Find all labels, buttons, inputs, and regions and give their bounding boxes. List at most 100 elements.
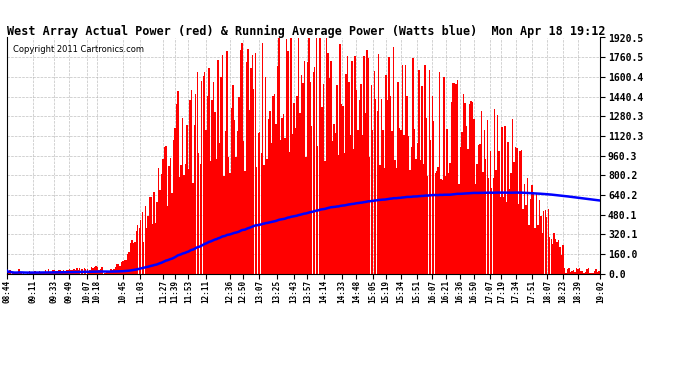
- Bar: [503, 197, 504, 274]
- Bar: [353, 149, 354, 274]
- Bar: [405, 65, 406, 274]
- Bar: [512, 119, 513, 274]
- Bar: [116, 264, 118, 274]
- Bar: [141, 212, 143, 274]
- Bar: [381, 99, 382, 274]
- Bar: [137, 225, 139, 274]
- Bar: [531, 185, 533, 274]
- Bar: [259, 132, 260, 274]
- Bar: [311, 126, 313, 274]
- Bar: [139, 228, 140, 274]
- Bar: [213, 82, 215, 274]
- Bar: [520, 151, 521, 274]
- Bar: [457, 80, 458, 274]
- Bar: [183, 175, 185, 274]
- Bar: [402, 65, 403, 274]
- Bar: [246, 62, 247, 274]
- Bar: [420, 160, 421, 274]
- Text: West Array Actual Power (red) & Running Average Power (Watts blue)  Mon Apr 18 1: West Array Actual Power (red) & Running …: [7, 24, 605, 38]
- Bar: [45, 270, 46, 274]
- Text: Copyright 2011 Cartronics.com: Copyright 2011 Cartronics.com: [13, 45, 144, 54]
- Bar: [190, 90, 192, 274]
- Bar: [118, 264, 119, 274]
- Bar: [167, 206, 168, 274]
- Bar: [560, 247, 561, 274]
- Bar: [363, 56, 364, 274]
- Bar: [504, 126, 506, 274]
- Bar: [171, 193, 172, 274]
- Bar: [185, 164, 186, 274]
- Bar: [431, 96, 433, 274]
- Bar: [64, 271, 66, 274]
- Bar: [150, 197, 152, 274]
- Bar: [315, 38, 317, 274]
- Bar: [243, 141, 244, 274]
- Bar: [197, 72, 198, 274]
- Bar: [104, 273, 106, 274]
- Bar: [224, 176, 225, 274]
- Bar: [296, 96, 297, 274]
- Bar: [535, 192, 537, 274]
- Bar: [176, 104, 177, 274]
- Bar: [513, 162, 515, 274]
- Bar: [417, 142, 418, 274]
- Bar: [252, 55, 253, 274]
- Bar: [250, 68, 252, 274]
- Bar: [6, 269, 8, 274]
- Bar: [403, 135, 405, 274]
- Bar: [558, 240, 560, 274]
- Bar: [422, 164, 424, 274]
- Bar: [181, 118, 183, 274]
- Bar: [458, 184, 460, 274]
- Bar: [393, 47, 394, 274]
- Bar: [556, 242, 558, 274]
- Bar: [354, 56, 355, 274]
- Bar: [201, 81, 202, 274]
- Bar: [229, 173, 230, 274]
- Bar: [286, 39, 287, 274]
- Bar: [289, 152, 290, 274]
- Bar: [61, 271, 63, 274]
- Bar: [149, 197, 150, 274]
- Bar: [506, 202, 507, 274]
- Bar: [153, 192, 155, 274]
- Bar: [146, 228, 148, 274]
- Bar: [49, 272, 51, 274]
- Bar: [266, 159, 268, 274]
- Bar: [350, 135, 351, 274]
- Bar: [299, 112, 301, 274]
- Bar: [548, 209, 549, 274]
- Bar: [51, 273, 52, 274]
- Bar: [310, 82, 311, 274]
- Bar: [584, 272, 586, 274]
- Bar: [274, 94, 275, 274]
- Bar: [131, 240, 132, 274]
- Bar: [37, 273, 39, 274]
- Bar: [451, 102, 452, 274]
- Bar: [336, 85, 338, 274]
- Bar: [348, 82, 350, 274]
- Bar: [583, 273, 584, 274]
- Bar: [600, 271, 601, 274]
- Bar: [516, 147, 518, 274]
- Bar: [481, 111, 482, 274]
- Bar: [333, 124, 335, 274]
- Bar: [132, 243, 134, 274]
- Bar: [387, 100, 388, 274]
- Bar: [30, 273, 32, 274]
- Bar: [164, 147, 165, 274]
- Bar: [210, 160, 211, 274]
- Bar: [332, 141, 333, 274]
- Bar: [67, 270, 68, 274]
- Bar: [485, 159, 486, 274]
- Bar: [177, 91, 179, 274]
- Bar: [339, 44, 341, 274]
- Bar: [448, 173, 449, 274]
- Bar: [525, 205, 526, 274]
- Bar: [207, 96, 208, 274]
- Bar: [238, 97, 239, 274]
- Bar: [329, 78, 331, 274]
- Bar: [94, 267, 95, 274]
- Bar: [493, 178, 494, 274]
- Bar: [455, 84, 457, 274]
